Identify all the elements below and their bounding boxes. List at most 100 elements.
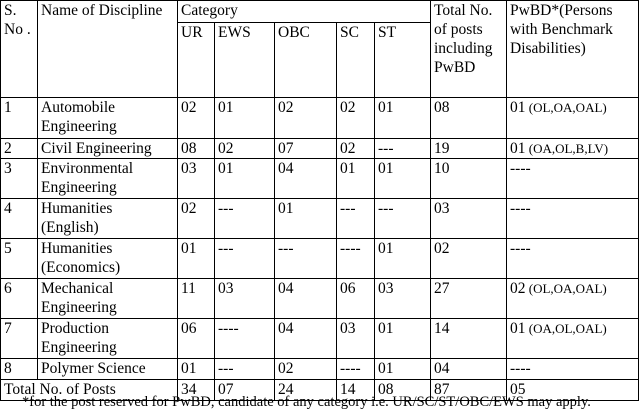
cell-sc: 03 <box>336 318 375 359</box>
cell-ur: 01 <box>177 358 215 380</box>
discipline-line: Engineering <box>41 118 117 135</box>
pwbd-categories: (OL,OA,OAL) <box>525 281 607 296</box>
cell-sc: ---- <box>336 238 375 279</box>
cell-obc: 04 <box>274 158 337 199</box>
cell-sc: 06 <box>336 278 375 319</box>
cell-sno: 6 <box>0 278 38 319</box>
cell-sno: 7 <box>0 318 38 359</box>
cell-obc: --- <box>274 238 337 279</box>
total-posts: 87 <box>430 379 507 401</box>
cell-obc: 04 <box>274 278 337 319</box>
pwbd-count: ---- <box>510 240 531 257</box>
header-row-2: UR EWS OBC SC ST <box>1 22 639 98</box>
cell-sno: 1 <box>0 97 38 139</box>
header-discipline: Name of Discipline <box>37 0 178 98</box>
cell-st: --- <box>374 198 431 239</box>
cell-st: 01 <box>374 318 431 359</box>
cell-discipline: Humanities (English) <box>37 198 178 239</box>
table-row: 6 Mechanical Engineering 11 03 04 06 03 27 02 (OL… <box>0 278 639 319</box>
table-row: 7 Production Engineering 06 ---- 04 03 01 14 01 (… <box>0 318 639 359</box>
table-row: 4 Humanities (English) 02 --- 01 --- --- 03 ---- <box>0 198 639 239</box>
discipline-line: Environmental <box>41 160 134 177</box>
cell-total: 14 <box>430 318 507 359</box>
cell-pwbd: 01 (OA,OL,OAL) <box>506 318 639 359</box>
cell-discipline: Polymer Science <box>37 358 178 380</box>
cell-sc: 01 <box>336 158 375 199</box>
discipline-line: Automobile <box>41 99 116 116</box>
header-category: Category <box>177 0 431 23</box>
discipline-line: Mechanical <box>41 280 114 297</box>
cell-obc: 02 <box>274 97 337 139</box>
cell-discipline: Production Engineering <box>37 318 178 359</box>
cell-pwbd: ---- <box>506 358 639 380</box>
cell-st: 03 <box>374 278 431 319</box>
cell-ur: 08 <box>177 138 215 159</box>
cell-pwbd: 01 (OL,OA,OAL) <box>506 97 639 139</box>
cell-pwbd: 01 (OA,OL,B,LV) <box>506 138 639 159</box>
cell-ur: 02 <box>177 97 215 139</box>
table-row: 5 Humanities (Economics) 01 --- --- ---- 01 02 --… <box>0 238 639 279</box>
footnote: *for the post reserved for PwBD, candida… <box>22 394 591 410</box>
cell-pwbd: ---- <box>506 238 639 279</box>
cell-total: 04 <box>430 358 507 380</box>
discipline-line: Humanities <box>41 200 113 217</box>
cell-total: 19 <box>430 138 507 159</box>
cell-total: 27 <box>430 278 507 319</box>
cell-st: 01 <box>374 238 431 279</box>
discipline-line: Production <box>41 320 110 337</box>
pwbd-count: 02 <box>510 280 526 297</box>
cell-obc: 02 <box>274 358 337 380</box>
header-obc: OBC <box>274 22 337 98</box>
discipline-line: Engineering <box>41 179 117 196</box>
cell-sc: ---- <box>336 358 375 380</box>
posts-table: S. No . Name of Discipline Category Tota… <box>0 0 639 401</box>
cell-ews: 01 <box>214 158 275 199</box>
cell-ews: 02 <box>214 138 275 159</box>
table-body: 1 Automobile Engineering 02 01 02 02 01 08 01 (OL… <box>0 97 639 380</box>
table-row: 3 Environmental Engineering 03 01 04 01 01 10 ---… <box>0 158 639 199</box>
discipline-line: Engineering <box>41 339 117 356</box>
cell-sno: 5 <box>0 238 38 279</box>
cell-discipline: Mechanical Engineering <box>37 278 178 319</box>
discipline-line: (English) <box>41 219 99 236</box>
header-st: ST <box>374 22 431 98</box>
cell-discipline: Environmental Engineering <box>37 158 178 199</box>
total-obc: 24 <box>274 379 337 401</box>
pwbd-count: ---- <box>510 200 531 217</box>
cell-discipline: Humanities (Economics) <box>37 238 178 279</box>
pwbd-count: ---- <box>510 160 531 177</box>
discipline-line: Engineering <box>41 299 117 316</box>
pwbd-count: 01 <box>510 140 526 157</box>
cell-sno: 4 <box>0 198 38 239</box>
cell-obc: 04 <box>274 318 337 359</box>
cell-sc: --- <box>336 198 375 239</box>
cell-total: 02 <box>430 238 507 279</box>
cell-total: 03 <box>430 198 507 239</box>
cell-obc: 07 <box>274 138 337 159</box>
cell-discipline: Civil Engineering <box>37 138 178 159</box>
cell-ur: 06 <box>177 318 215 359</box>
cell-st: --- <box>374 138 431 159</box>
pwbd-count: 01 <box>510 320 526 337</box>
discipline-line: Humanities <box>41 240 113 257</box>
cell-pwbd: ---- <box>506 198 639 239</box>
total-pwbd: 05 <box>506 379 639 401</box>
table-row: 8 Polymer Science 01 --- 02 ---- 01 04 ---- <box>0 358 639 380</box>
header-pwbd: PwBD*(Persons with Benchmark Disabilitie… <box>506 0 639 98</box>
cell-ews: --- <box>214 198 275 239</box>
discipline-line: (Economics) <box>41 259 121 276</box>
cell-st: 01 <box>374 158 431 199</box>
pwbd-count: ---- <box>510 360 531 377</box>
cell-ews: 01 <box>214 97 275 139</box>
totals-row: Total No. of Posts 34 07 24 14 08 87 05 <box>0 379 639 401</box>
header-sc: SC <box>336 22 375 98</box>
cell-st: 01 <box>374 97 431 139</box>
total-ur: 34 <box>177 379 215 401</box>
header-ews: EWS <box>214 22 275 98</box>
total-st: 08 <box>374 379 431 401</box>
cell-sno: 8 <box>0 358 38 380</box>
pwbd-categories: (OA,OL,B,LV) <box>525 141 609 156</box>
cell-sc: 02 <box>336 138 375 159</box>
discipline-line: Polymer Science <box>41 360 146 377</box>
cell-pwbd: ---- <box>506 158 639 199</box>
